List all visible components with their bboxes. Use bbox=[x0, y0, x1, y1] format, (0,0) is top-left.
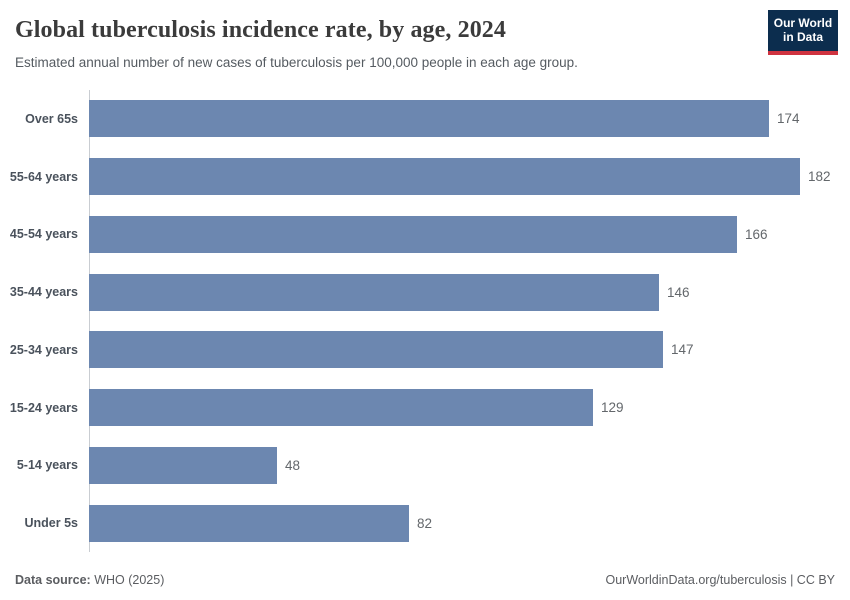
bar-row: 45-54 years 166 bbox=[0, 206, 850, 264]
owid-logo-line1: Our World bbox=[773, 16, 833, 30]
bar-area: 174 bbox=[89, 90, 850, 148]
owid-logo[interactable]: Our World in Data bbox=[768, 10, 838, 55]
bar[interactable] bbox=[89, 504, 409, 542]
bar-row: Over 65s 174 bbox=[0, 90, 850, 148]
value-label: 182 bbox=[808, 169, 831, 185]
bar-area: 129 bbox=[89, 379, 850, 437]
bar[interactable] bbox=[89, 331, 663, 369]
value-label: 146 bbox=[667, 284, 690, 300]
bar-area: 182 bbox=[89, 148, 850, 206]
category-label: Under 5s bbox=[24, 516, 79, 531]
bar-row: 15-24 years 129 bbox=[0, 379, 850, 437]
data-source-label: Data source: bbox=[15, 573, 91, 587]
bar[interactable] bbox=[89, 446, 277, 484]
category-label: 5-14 years bbox=[16, 458, 78, 473]
value-label: 48 bbox=[285, 457, 301, 473]
bar-area: 82 bbox=[89, 494, 850, 552]
bar-chart: Over 65s 174 55-64 years 182 45-54 years 166 3… bbox=[0, 90, 850, 552]
bar[interactable] bbox=[89, 100, 769, 138]
owid-logo-line2: in Data bbox=[782, 29, 823, 44]
owid-link[interactable]: OurWorldinData.org/tuberculosis | CC BY bbox=[605, 573, 836, 587]
bar-area: 147 bbox=[89, 321, 850, 379]
category-label: 45-54 years bbox=[9, 227, 78, 242]
bar[interactable] bbox=[89, 273, 659, 311]
category-label: 15-24 years bbox=[9, 400, 78, 415]
category-label: 55-64 years bbox=[9, 169, 78, 184]
bar-row: 55-64 years 182 bbox=[0, 148, 850, 206]
bar[interactable] bbox=[89, 215, 737, 253]
bar-area: 166 bbox=[89, 206, 850, 264]
bar[interactable] bbox=[89, 158, 800, 196]
category-label: Over 65s bbox=[25, 111, 78, 126]
value-label: 147 bbox=[671, 342, 694, 358]
chart-header: Global tuberculosis incidence rate, by a… bbox=[15, 16, 740, 71]
data-source-value: WHO (2025) bbox=[90, 573, 165, 587]
data-source: Data source: WHO (2025) bbox=[15, 573, 164, 587]
value-label: 129 bbox=[601, 400, 624, 416]
y-axis-line bbox=[89, 90, 90, 552]
bar-rows: Over 65s 174 55-64 years 182 45-54 years 166 3… bbox=[0, 90, 850, 552]
value-label: 166 bbox=[745, 226, 768, 242]
bar-row: Under 5s 82 bbox=[0, 494, 850, 552]
chart-subtitle: Estimated annual number of new cases of … bbox=[15, 54, 578, 70]
bar-area: 48 bbox=[89, 437, 850, 495]
value-label: 174 bbox=[777, 111, 800, 127]
bar-row: 35-44 years 146 bbox=[0, 263, 850, 321]
chart-footer: Data source: WHO (2025) OurWorldinData.o… bbox=[15, 573, 835, 587]
bar[interactable] bbox=[89, 389, 593, 427]
category-label: 25-34 years bbox=[9, 342, 78, 357]
bar-row: 25-34 years 147 bbox=[0, 321, 850, 379]
bar-row: 5-14 years 48 bbox=[0, 437, 850, 495]
bar-area: 146 bbox=[89, 263, 850, 321]
category-label: 35-44 years bbox=[9, 285, 78, 300]
page-title: Global tuberculosis incidence rate, by a… bbox=[15, 17, 507, 43]
value-label: 82 bbox=[417, 515, 433, 531]
